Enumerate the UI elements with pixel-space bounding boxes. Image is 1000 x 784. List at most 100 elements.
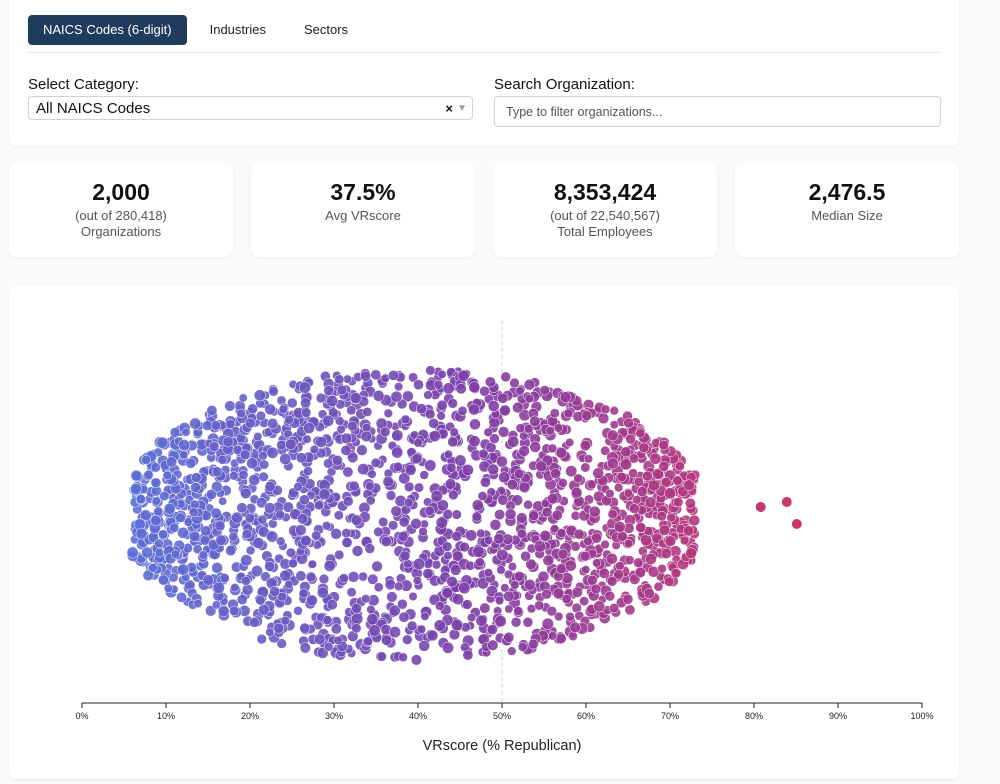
data-point[interactable] bbox=[241, 583, 254, 596]
data-point[interactable] bbox=[553, 423, 563, 433]
data-point[interactable] bbox=[683, 525, 694, 537]
data-point[interactable] bbox=[592, 467, 604, 479]
data-point[interactable] bbox=[623, 417, 634, 429]
data-point[interactable] bbox=[157, 574, 169, 586]
data-point[interactable] bbox=[135, 527, 148, 540]
data-point[interactable] bbox=[363, 636, 373, 647]
data-point[interactable] bbox=[523, 379, 536, 391]
data-point[interactable] bbox=[340, 432, 353, 445]
data-point[interactable] bbox=[447, 398, 458, 409]
data-point[interactable] bbox=[484, 376, 496, 388]
data-point[interactable] bbox=[342, 466, 354, 478]
clear-icon[interactable]: × bbox=[445, 101, 453, 116]
data-point[interactable] bbox=[394, 382, 404, 392]
data-point[interactable] bbox=[569, 621, 581, 634]
data-point[interactable] bbox=[436, 411, 446, 421]
data-point[interactable] bbox=[523, 499, 533, 510]
data-point[interactable] bbox=[365, 495, 376, 506]
data-point[interactable] bbox=[443, 551, 453, 561]
data-point[interactable] bbox=[673, 497, 684, 508]
data-point[interactable] bbox=[300, 397, 312, 409]
data-point[interactable] bbox=[393, 461, 403, 472]
data-point[interactable] bbox=[451, 530, 463, 542]
data-point[interactable] bbox=[461, 464, 474, 476]
data-point[interactable] bbox=[177, 526, 189, 539]
data-point[interactable] bbox=[656, 511, 667, 522]
data-point[interactable] bbox=[222, 436, 234, 448]
data-point[interactable] bbox=[623, 488, 633, 498]
data-point[interactable] bbox=[264, 502, 276, 514]
data-point[interactable] bbox=[357, 463, 370, 476]
data-point[interactable] bbox=[634, 477, 644, 487]
data-point[interactable] bbox=[258, 471, 269, 482]
data-point[interactable] bbox=[459, 541, 470, 553]
data-point[interactable] bbox=[150, 462, 161, 473]
data-point[interactable] bbox=[176, 591, 187, 603]
data-point[interactable] bbox=[245, 545, 256, 556]
data-point[interactable] bbox=[238, 393, 248, 403]
data-point[interactable] bbox=[165, 456, 178, 468]
data-point[interactable] bbox=[150, 477, 162, 489]
data-point[interactable] bbox=[467, 613, 477, 623]
data-point[interactable] bbox=[273, 622, 285, 634]
data-point[interactable] bbox=[541, 588, 552, 600]
data-point[interactable] bbox=[384, 578, 396, 591]
data-point[interactable] bbox=[158, 529, 169, 540]
organization-search-input[interactable] bbox=[494, 96, 941, 127]
data-point[interactable] bbox=[398, 472, 411, 485]
data-point[interactable] bbox=[333, 510, 344, 521]
data-point[interactable] bbox=[267, 418, 279, 430]
data-point[interactable] bbox=[279, 453, 292, 465]
data-point[interactable] bbox=[163, 583, 173, 593]
data-point[interactable] bbox=[169, 427, 181, 438]
data-point[interactable] bbox=[450, 564, 462, 576]
data-point[interactable] bbox=[257, 514, 268, 525]
data-point[interactable] bbox=[185, 457, 197, 469]
data-point[interactable] bbox=[351, 603, 362, 614]
data-point[interactable] bbox=[468, 435, 481, 448]
data-point[interactable] bbox=[579, 596, 590, 607]
data-point[interactable] bbox=[299, 622, 311, 634]
data-point[interactable] bbox=[537, 570, 550, 583]
data-point[interactable] bbox=[664, 487, 677, 500]
data-point[interactable] bbox=[420, 611, 430, 621]
data-point[interactable] bbox=[399, 550, 411, 562]
data-point[interactable] bbox=[315, 436, 328, 448]
data-point[interactable] bbox=[419, 470, 429, 480]
data-point[interactable] bbox=[252, 537, 265, 549]
data-point[interactable] bbox=[583, 454, 594, 464]
data-point[interactable] bbox=[570, 541, 581, 552]
data-point[interactable] bbox=[539, 530, 552, 542]
data-point[interactable] bbox=[391, 429, 404, 442]
data-point[interactable] bbox=[241, 576, 251, 586]
data-point[interactable] bbox=[489, 433, 500, 444]
data-point[interactable] bbox=[479, 602, 491, 614]
data-point[interactable] bbox=[597, 412, 610, 425]
data-point[interactable] bbox=[341, 537, 353, 548]
chevron-down-icon[interactable]: ▼ bbox=[457, 103, 467, 114]
data-point[interactable] bbox=[410, 518, 422, 530]
data-point[interactable] bbox=[380, 426, 391, 438]
data-point[interactable] bbox=[559, 391, 572, 403]
data-point[interactable] bbox=[318, 573, 330, 585]
data-point[interactable] bbox=[256, 497, 268, 509]
data-point[interactable] bbox=[478, 448, 489, 459]
data-point[interactable] bbox=[503, 590, 515, 602]
data-point[interactable] bbox=[148, 563, 158, 573]
data-point[interactable] bbox=[487, 639, 499, 651]
data-point[interactable] bbox=[570, 487, 583, 499]
data-point[interactable] bbox=[565, 437, 575, 448]
data-point[interactable] bbox=[487, 463, 499, 476]
data-point[interactable] bbox=[436, 499, 449, 512]
data-point[interactable] bbox=[670, 568, 681, 579]
data-point[interactable] bbox=[287, 397, 298, 409]
data-point[interactable] bbox=[534, 600, 545, 611]
data-point[interactable] bbox=[302, 434, 312, 444]
data-point[interactable] bbox=[431, 560, 442, 570]
data-point[interactable] bbox=[211, 481, 223, 493]
data-point[interactable] bbox=[266, 446, 279, 459]
data-point[interactable] bbox=[394, 581, 404, 591]
data-point[interactable] bbox=[497, 494, 509, 506]
data-point[interactable] bbox=[674, 461, 685, 472]
data-point[interactable] bbox=[238, 469, 249, 480]
